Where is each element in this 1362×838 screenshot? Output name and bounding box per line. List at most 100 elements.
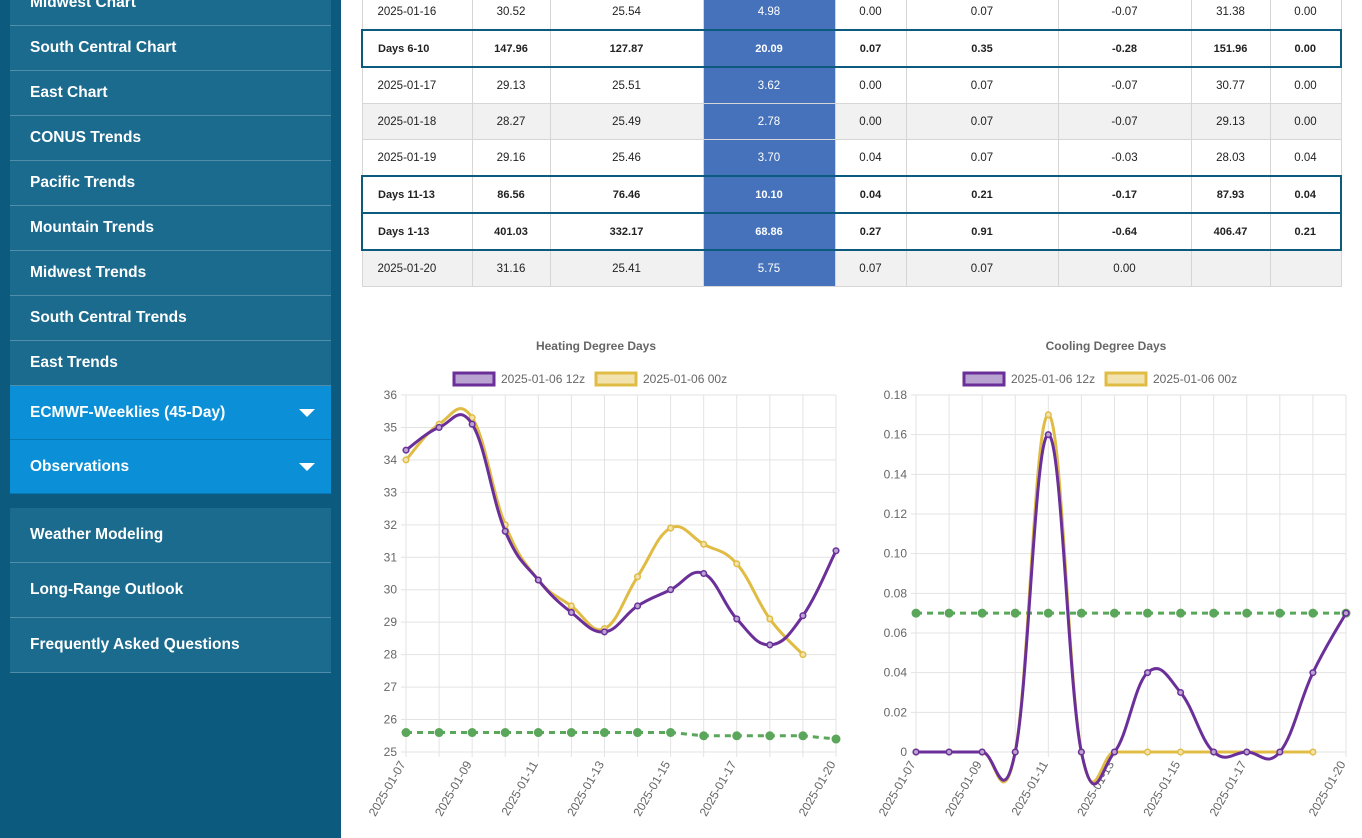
data-point[interactable] (1044, 411, 1052, 419)
data-point[interactable] (765, 731, 775, 741)
data-point[interactable] (567, 602, 575, 610)
data-point[interactable] (911, 608, 921, 618)
data-point[interactable] (667, 586, 675, 594)
table-cell: 4.98 (702, 0, 836, 31)
data-point[interactable] (1275, 608, 1285, 618)
data-point[interactable] (1342, 609, 1350, 617)
data-point[interactable] (799, 612, 807, 620)
data-point[interactable] (944, 608, 954, 618)
data-point[interactable] (1242, 608, 1252, 618)
data-point[interactable] (766, 615, 774, 623)
sidebar-item-east-trends[interactable]: East Trends (10, 341, 331, 386)
data-point[interactable] (832, 547, 840, 555)
data-point[interactable] (1143, 748, 1152, 756)
data-point[interactable] (699, 731, 709, 741)
data-point[interactable] (401, 728, 411, 738)
sidebar-item-south-central-trends[interactable]: South Central Trends (10, 296, 331, 341)
data-point[interactable] (434, 728, 444, 738)
data-point[interactable] (1076, 608, 1086, 618)
legend-label[interactable]: 2025-01-06 00z (643, 372, 727, 386)
data-point[interactable] (1143, 608, 1153, 618)
sidebar-expander-observations[interactable]: Observations (10, 440, 331, 494)
table-cell: -0.07 (1057, 0, 1192, 31)
data-point[interactable] (467, 728, 477, 738)
sidebar-link-weather-modeling[interactable]: Weather Modeling (10, 508, 331, 563)
data-point[interactable] (468, 414, 476, 422)
data-point[interactable] (799, 651, 807, 659)
data-point[interactable] (566, 728, 576, 738)
data-point[interactable] (1176, 608, 1186, 618)
data-point[interactable] (600, 628, 609, 636)
data-point[interactable] (1043, 608, 1053, 618)
sidebar-item-east-chart[interactable]: East Chart (10, 71, 331, 116)
data-point[interactable] (666, 728, 676, 738)
data-point[interactable] (1276, 748, 1284, 756)
data-point[interactable] (1309, 748, 1317, 756)
data-point[interactable] (667, 524, 675, 532)
data-point[interactable] (1309, 669, 1317, 677)
data-point[interactable] (831, 734, 841, 744)
data-point[interactable] (1109, 608, 1119, 618)
legend-label[interactable]: 2025-01-06 12z (1011, 372, 1095, 386)
sidebar-expander-ecmwf-weeklies[interactable]: ECMWF-Weeklies (45-Day) (10, 386, 331, 440)
table-cell: Days 6-10 (361, 29, 473, 68)
table-cell: 0.00 (834, 66, 907, 104)
table-cell: 0.21 (1269, 212, 1342, 251)
data-point[interactable] (798, 731, 808, 741)
data-point[interactable] (1010, 608, 1020, 618)
legend-label[interactable]: 2025-01-06 00z (1153, 372, 1237, 386)
data-point[interactable] (534, 576, 542, 584)
data-point[interactable] (468, 420, 476, 428)
data-point[interactable] (1077, 748, 1085, 756)
data-point[interactable] (1044, 431, 1052, 439)
sidebar-item-pacific-trends[interactable]: Pacific Trends (10, 161, 331, 206)
data-point[interactable] (567, 608, 575, 616)
data-point[interactable] (1011, 748, 1019, 756)
data-point[interactable] (501, 527, 509, 535)
data-point[interactable] (1143, 669, 1152, 677)
data-point[interactable] (500, 728, 510, 738)
y-tick-label: 32 (384, 518, 398, 532)
data-point[interactable] (1209, 608, 1219, 618)
data-point[interactable] (599, 728, 609, 738)
data-point[interactable] (978, 748, 986, 756)
sidebar-item-conus-trends[interactable]: CONUS Trends (10, 116, 331, 161)
data-point[interactable] (402, 446, 410, 454)
data-point[interactable] (1243, 748, 1251, 756)
x-tick-label: 2025-01-13 (1074, 758, 1117, 818)
data-point[interactable] (533, 728, 543, 738)
sidebar-link-faq[interactable]: Frequently Asked Questions (10, 618, 331, 673)
data-point[interactable] (435, 423, 443, 432)
legend-label[interactable]: 2025-01-06 12z (501, 372, 585, 386)
sidebar-item-south-central-chart[interactable]: South Central Chart (10, 26, 331, 71)
data-point[interactable] (633, 602, 642, 610)
data-point[interactable] (633, 728, 643, 738)
x-tick-label: 2025-01-13 (564, 758, 607, 818)
data-point[interactable] (912, 748, 920, 756)
data-point[interactable] (977, 608, 987, 618)
sidebar-link-long-range-outlook[interactable]: Long-Range Outlook (10, 563, 331, 618)
data-point[interactable] (1177, 748, 1185, 756)
sidebar-item-midwest-chart[interactable]: Midwest Chart (10, 0, 331, 26)
table-cell: 0.04 (1269, 175, 1342, 214)
data-point[interactable] (766, 641, 774, 649)
data-point[interactable] (733, 560, 741, 568)
table-cell: 31.16 (471, 249, 551, 287)
data-point[interactable] (732, 731, 742, 741)
data-point[interactable] (633, 573, 642, 581)
data-point[interactable] (700, 540, 708, 548)
data-point[interactable] (733, 615, 741, 623)
data-point[interactable] (700, 569, 708, 578)
data-point[interactable] (945, 748, 953, 756)
data-point[interactable] (1210, 748, 1218, 756)
cooling-degree-days-chart: Cooling Degree Days 2025-01-06 12z 2025-01… (876, 339, 1351, 819)
table-cell: 0.21 (905, 175, 1059, 214)
sidebar-item-mountain-trends[interactable]: Mountain Trends (10, 206, 331, 251)
data-point[interactable] (1177, 688, 1185, 697)
sidebar-item-midwest-trends[interactable]: Midwest Trends (10, 251, 331, 296)
data-point[interactable] (402, 456, 410, 464)
data-point[interactable] (1308, 608, 1318, 618)
table-cell: 2025-01-17 (361, 66, 473, 104)
legend-swatch (594, 371, 638, 387)
data-point[interactable] (1110, 748, 1119, 756)
